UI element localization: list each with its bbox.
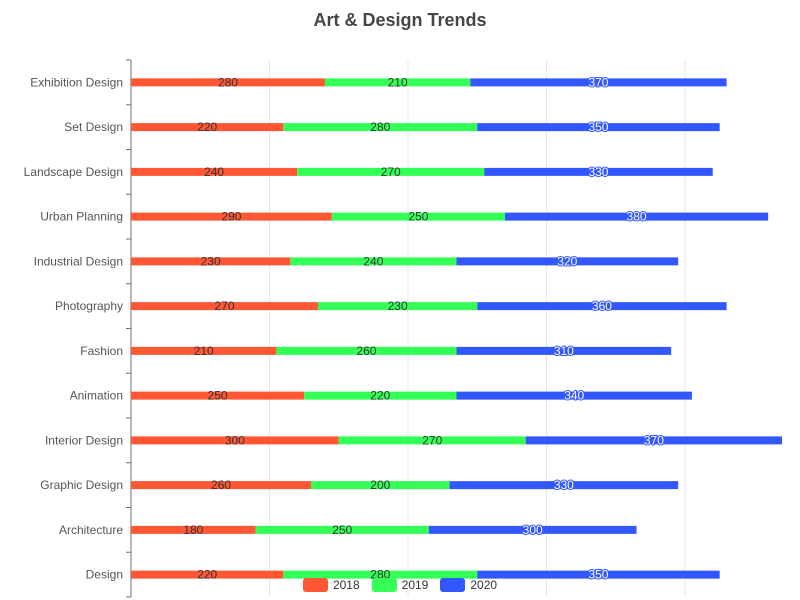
- category-label: Urban Planning: [40, 210, 123, 224]
- bar-segment-2020: [456, 257, 679, 266]
- data-label-2018: 180: [183, 523, 203, 537]
- data-label-2020: 330: [588, 165, 608, 179]
- data-label-2019: 210: [388, 75, 408, 89]
- bar-segment-2018: [131, 302, 318, 311]
- bar-segment-2019: [331, 212, 505, 221]
- data-label-2020: 330: [554, 478, 574, 492]
- bar-segment-2019: [297, 167, 485, 176]
- bar-segment-2019: [338, 436, 526, 445]
- category-label: Interior Design: [45, 433, 123, 447]
- bar-segment-2020: [477, 123, 720, 132]
- data-label-2019: 280: [370, 120, 390, 134]
- data-label-2019: 230: [388, 299, 408, 313]
- bar-segment-2018: [131, 346, 277, 355]
- bar-segment-2019: [311, 481, 450, 490]
- bar-segment-2019: [283, 123, 478, 132]
- bar-segment-2018: [131, 481, 312, 490]
- bar-segment-2019: [317, 302, 478, 311]
- data-label-2018: 220: [197, 120, 217, 134]
- bar-segment-2019: [290, 257, 457, 266]
- bar-segment-2020: [470, 78, 727, 87]
- bar-segment-2018: [131, 212, 332, 221]
- data-label-2018: 220: [197, 568, 217, 582]
- bar-segment-2020: [456, 346, 672, 355]
- legend-label: 2020: [470, 578, 498, 592]
- data-label-2020: 340: [564, 389, 584, 403]
- data-label-2020: 300: [523, 523, 543, 537]
- data-label-2018: 270: [214, 299, 234, 313]
- bar-segment-2020: [504, 212, 769, 221]
- grid-lines: [269, 60, 686, 597]
- data-label-2020: 370: [588, 75, 608, 89]
- bar-segment-2018: [131, 167, 298, 176]
- data-label-2019: 270: [422, 433, 442, 447]
- legend-item-2020[interactable]: 2020: [440, 578, 497, 592]
- data-label-2020: 370: [644, 433, 664, 447]
- bar-segment-2020: [477, 570, 720, 579]
- category-label: Exhibition Design: [30, 75, 123, 89]
- category-label: Industrial Design: [34, 254, 123, 268]
- data-label-2019: 200: [370, 478, 390, 492]
- bar-segment-2020: [477, 302, 727, 311]
- legend-swatch: [302, 578, 328, 592]
- data-labels: 220 280 350 180 250 300 260 200 330 300 270 370 250 2…: [183, 74, 665, 582]
- data-label-2018: 240: [204, 165, 224, 179]
- bar-segment-2019: [324, 78, 471, 87]
- category-label: Set Design: [64, 120, 123, 134]
- bar-segment-2019: [255, 525, 429, 534]
- category-label: Graphic Design: [40, 478, 123, 492]
- bar-segment-2019: [304, 391, 457, 400]
- data-label-2018: 250: [208, 389, 228, 403]
- category-label: Photography: [55, 299, 123, 313]
- data-label-2020: 320: [557, 254, 577, 268]
- bar-segment-2020: [525, 436, 782, 445]
- data-label-2018: 300: [225, 433, 245, 447]
- category-label: Animation: [70, 389, 123, 403]
- legend-label: 2019: [401, 578, 429, 592]
- data-label-2020: 310: [554, 344, 574, 358]
- bar-segment-2020: [484, 167, 713, 176]
- data-label-2020: 350: [588, 120, 608, 134]
- data-label-2018: 230: [201, 254, 221, 268]
- legend-label: 2018: [332, 578, 360, 592]
- data-label-2018: 210: [194, 344, 214, 358]
- bar-segment-2018: [131, 570, 284, 579]
- bar-segment-2019: [276, 346, 457, 355]
- data-label-2019: 260: [356, 344, 376, 358]
- legend-item-2019[interactable]: 2019: [371, 578, 429, 592]
- data-label-2019: 270: [381, 165, 401, 179]
- data-label-2019: 250: [408, 210, 428, 224]
- legend-item-2018[interactable]: 2018: [302, 578, 360, 592]
- category-label: Landscape Design: [24, 165, 123, 179]
- category-label: Fashion: [80, 344, 123, 358]
- bar-segment-2020: [456, 391, 692, 400]
- y-axis: Design Architecture Graphic Design Interior…: [24, 59, 132, 598]
- bar-segment-2018: [131, 391, 305, 400]
- data-label-2020: 350: [588, 568, 608, 582]
- bar-segment-2018: [131, 525, 256, 534]
- data-label-2018: 290: [221, 210, 241, 224]
- category-label: Architecture: [59, 523, 123, 537]
- legend-swatch: [440, 578, 466, 592]
- chart-title: Art & Design Trends: [313, 10, 487, 30]
- bar-segment-2018: [131, 436, 339, 445]
- data-label-2020: 360: [592, 299, 612, 313]
- data-label-2019: 250: [332, 523, 352, 537]
- bar-segment-2018: [131, 257, 291, 266]
- category-label: Design: [86, 568, 123, 582]
- data-label-2019: 220: [370, 389, 390, 403]
- data-label-2019: 240: [363, 254, 383, 268]
- data-label-2020: 380: [627, 210, 647, 224]
- bar-segment-2018: [131, 78, 325, 87]
- bar-segment-2020: [449, 481, 679, 490]
- data-label-2018: 280: [218, 75, 238, 89]
- bar-segment-2020: [428, 525, 637, 534]
- bars: [131, 78, 782, 579]
- legend-swatch: [371, 578, 397, 592]
- data-label-2018: 260: [211, 478, 231, 492]
- bar-segment-2019: [283, 570, 478, 579]
- legend: 2018 2019 2020: [0, 578, 800, 592]
- bar-segment-2018: [131, 123, 284, 132]
